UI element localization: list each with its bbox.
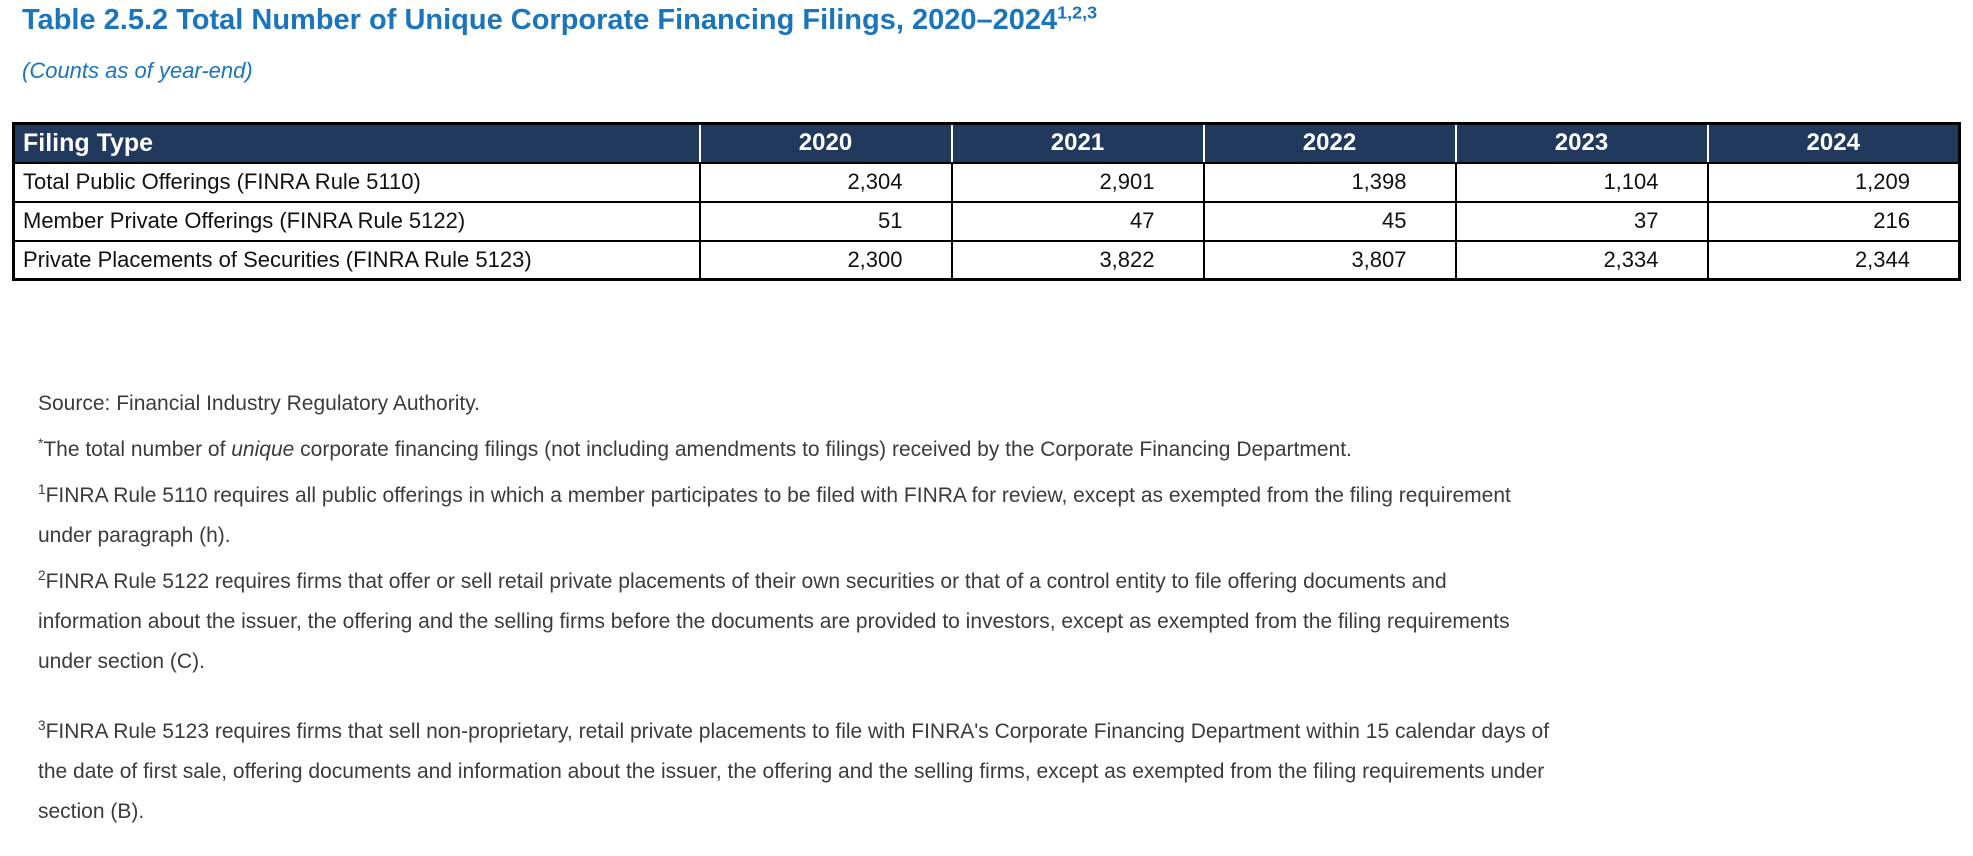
table-cell: 45: [1202, 200, 1457, 242]
footnote-star-marker: *: [38, 436, 44, 451]
table-cell: 2,344: [1706, 239, 1961, 281]
footnote-2: 2FINRA Rule 5122 requires firms that off…: [38, 562, 1553, 682]
footnote-3-text: FINRA Rule 5123 requires firms that sell…: [38, 720, 1550, 823]
table-cell: 37: [1454, 200, 1709, 242]
footnote-3: 3FINRA Rule 5123 requires firms that sel…: [38, 712, 1553, 832]
row-label: Total Public Offerings (FINRA Rule 5110): [12, 161, 701, 203]
table-cell: 2,901: [950, 161, 1205, 203]
footnote-2-text: FINRA Rule 5122 requires firms that offe…: [38, 570, 1510, 673]
table-row-private-placements: Private Placements of Securities (FINRA …: [12, 239, 1961, 281]
table-title-text: Table 2.5.2 Total Number of Unique Corpo…: [22, 4, 1058, 36]
table-cell: 1,209: [1706, 161, 1961, 203]
column-header-filing-type: Filing Type: [12, 122, 701, 164]
table-row-public-offerings: Total Public Offerings (FINRA Rule 5110)…: [12, 161, 1961, 203]
table-title: Table 2.5.2 Total Number of Unique Corpo…: [22, 2, 1098, 37]
footnotes: Source: Financial Industry Regulatory Au…: [38, 384, 1553, 838]
footnote-star-text-italic: unique: [231, 438, 295, 461]
table-cell: 2,300: [698, 239, 953, 281]
table-cell: 216: [1706, 200, 1961, 242]
table-cell: 1,398: [1202, 161, 1457, 203]
table-cell: 1,104: [1454, 161, 1709, 203]
table-cell: 2,334: [1454, 239, 1709, 281]
table-cell: 3,807: [1202, 239, 1457, 281]
table-cell: 47: [950, 200, 1205, 242]
footnote-2-marker: 2: [38, 568, 46, 583]
footnote-1-text: FINRA Rule 5110 requires all public offe…: [38, 484, 1511, 547]
column-header-2023: 2023: [1454, 122, 1709, 164]
footnote-1: 1FINRA Rule 5110 requires all public off…: [38, 476, 1553, 556]
table-header-row: Filing Type 2020 2021 2022 2023 2024: [12, 122, 1961, 164]
row-label: Private Placements of Securities (FINRA …: [12, 239, 701, 281]
footnote-star-text-post: corporate financing filings (not includi…: [294, 438, 1352, 461]
column-header-2022: 2022: [1202, 122, 1457, 164]
column-header-2024: 2024: [1706, 122, 1961, 164]
filings-table: Filing Type 2020 2021 2022 2023 2024 Tot…: [12, 122, 1961, 281]
column-header-2020: 2020: [698, 122, 953, 164]
table-row-member-private-offerings: Member Private Offerings (FINRA Rule 512…: [12, 200, 1961, 242]
table-cell: 3,822: [950, 239, 1205, 281]
footnote-star-text-pre: The total number of: [43, 438, 232, 461]
row-label: Member Private Offerings (FINRA Rule 512…: [12, 200, 701, 242]
table-cell: 51: [698, 200, 953, 242]
table-cell: 2,304: [698, 161, 953, 203]
footnote-1-marker: 1: [38, 482, 46, 497]
source-note: Source: Financial Industry Regulatory Au…: [38, 392, 480, 415]
footnote-3-marker: 3: [38, 718, 46, 733]
table-subtitle: (Counts as of year-end): [22, 58, 253, 83]
table-title-superscript: 1,2,3: [1057, 2, 1098, 23]
footnote-star: *The total number of unique corporate fi…: [38, 430, 1553, 470]
column-header-2021: 2021: [950, 122, 1205, 164]
